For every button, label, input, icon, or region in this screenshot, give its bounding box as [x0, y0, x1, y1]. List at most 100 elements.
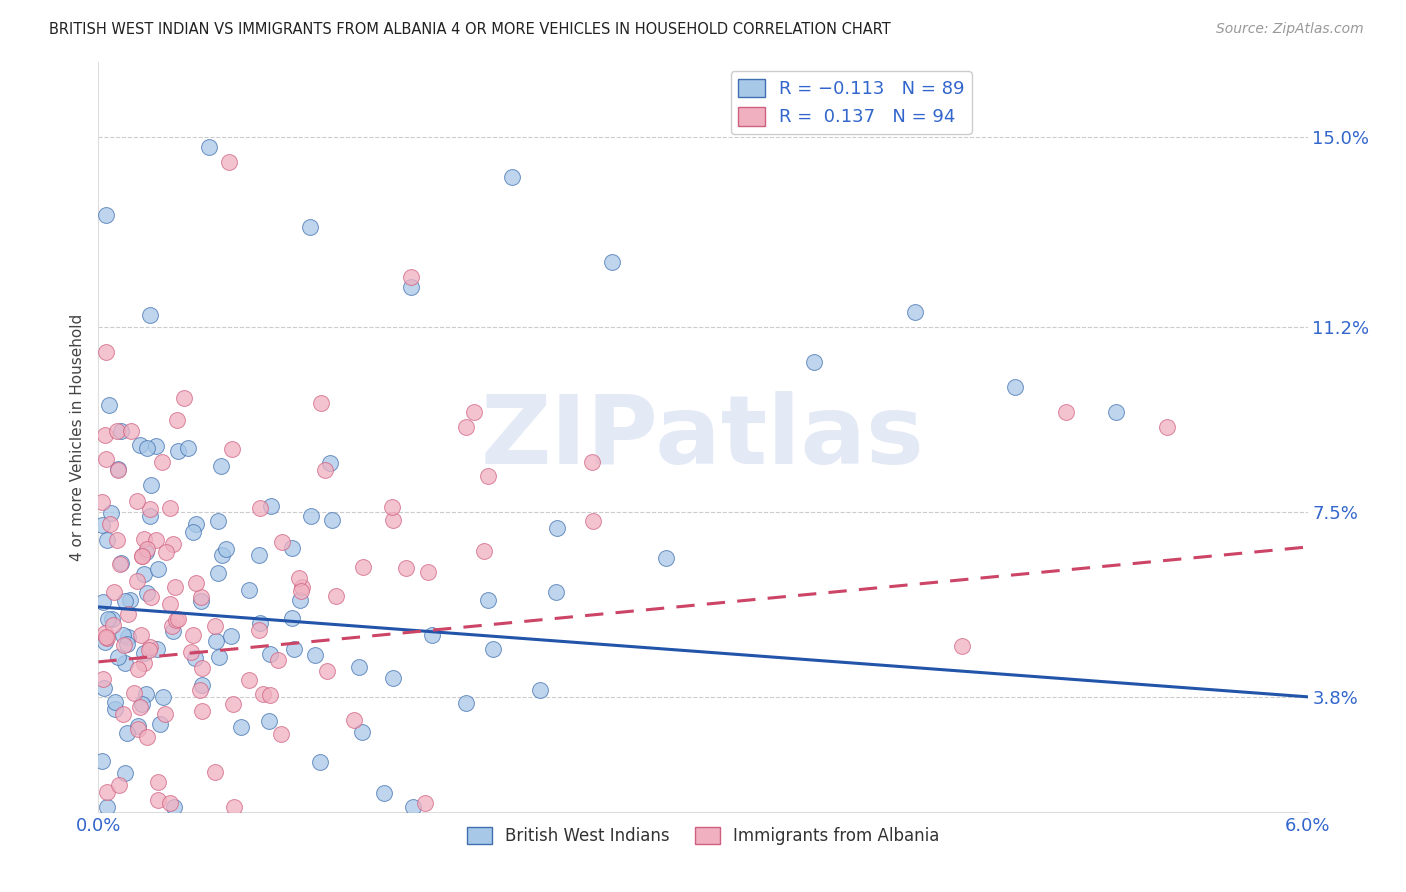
Point	[270, 727, 292, 741]
Point	[314, 463, 336, 477]
Point	[181, 525, 204, 540]
Point	[399, 280, 422, 294]
Point	[904, 305, 927, 319]
Point	[162, 624, 184, 638]
Point	[281, 611, 304, 625]
Point	[145, 533, 167, 547]
Point	[91, 495, 114, 509]
Point	[117, 607, 139, 622]
Point	[103, 618, 125, 632]
Text: Source: ZipAtlas.com: Source: ZipAtlas.com	[1216, 22, 1364, 37]
Point	[124, 686, 146, 700]
Legend: British West Indians, Immigrants from Albania: British West Indians, Immigrants from Al…	[460, 821, 946, 852]
Point	[110, 424, 132, 438]
Point	[207, 566, 229, 580]
Point	[94, 626, 117, 640]
Point	[132, 532, 155, 546]
Point	[139, 308, 162, 322]
Text: ZIPatlas: ZIPatlas	[481, 391, 925, 483]
Point	[103, 585, 125, 599]
Point	[96, 208, 118, 222]
Point	[100, 517, 122, 532]
Point	[111, 628, 134, 642]
Point	[190, 704, 212, 718]
Point	[422, 628, 444, 642]
Point	[402, 799, 425, 814]
Point	[1156, 420, 1178, 434]
Point	[1004, 380, 1026, 394]
Point	[218, 155, 240, 169]
Point	[112, 638, 135, 652]
Point	[316, 664, 339, 678]
Point	[108, 558, 131, 572]
Point	[145, 439, 167, 453]
Point	[94, 345, 117, 359]
Point	[148, 775, 170, 789]
Point	[304, 648, 326, 662]
Point	[546, 521, 568, 535]
Point	[91, 518, 114, 533]
Point	[115, 726, 138, 740]
Point	[252, 687, 274, 701]
Point	[299, 508, 322, 523]
Point	[104, 701, 127, 715]
Point	[134, 656, 156, 670]
Point	[247, 623, 270, 637]
Point	[544, 585, 567, 599]
Point	[91, 672, 114, 686]
Point	[94, 452, 117, 467]
Point	[184, 517, 207, 532]
Point	[382, 671, 405, 685]
Point	[177, 441, 200, 455]
Point	[271, 535, 294, 549]
Point	[259, 688, 281, 702]
Point	[105, 533, 128, 548]
Point	[162, 618, 184, 632]
Point	[139, 640, 162, 654]
Point	[222, 697, 245, 711]
Point	[198, 140, 221, 154]
Point	[93, 634, 115, 648]
Point	[155, 707, 177, 722]
Point	[135, 687, 157, 701]
Point	[290, 584, 312, 599]
Point	[181, 628, 204, 642]
Point	[190, 683, 212, 698]
Point	[165, 613, 187, 627]
Point	[128, 438, 150, 452]
Point	[247, 548, 270, 562]
Point	[127, 718, 149, 732]
Point	[96, 785, 118, 799]
Point	[191, 678, 214, 692]
Point	[127, 574, 149, 589]
Point	[529, 683, 551, 698]
Point	[472, 544, 495, 558]
Point	[114, 765, 136, 780]
Point	[159, 597, 181, 611]
Point	[117, 637, 139, 651]
Point	[94, 428, 117, 442]
Point	[159, 500, 181, 515]
Point	[477, 593, 499, 607]
Point	[205, 633, 228, 648]
Point	[165, 580, 187, 594]
Point	[166, 413, 188, 427]
Point	[191, 661, 214, 675]
Point	[127, 662, 149, 676]
Point	[288, 593, 311, 607]
Point	[950, 639, 973, 653]
Point	[127, 722, 149, 736]
Point	[105, 424, 128, 438]
Point	[180, 644, 202, 658]
Point	[582, 514, 605, 528]
Point	[416, 566, 439, 580]
Point	[150, 454, 173, 468]
Point	[96, 799, 118, 814]
Point	[211, 548, 233, 562]
Point	[221, 442, 243, 456]
Point	[1105, 405, 1128, 419]
Point	[136, 585, 159, 599]
Point	[107, 462, 129, 476]
Point	[399, 270, 422, 285]
Point	[96, 631, 118, 645]
